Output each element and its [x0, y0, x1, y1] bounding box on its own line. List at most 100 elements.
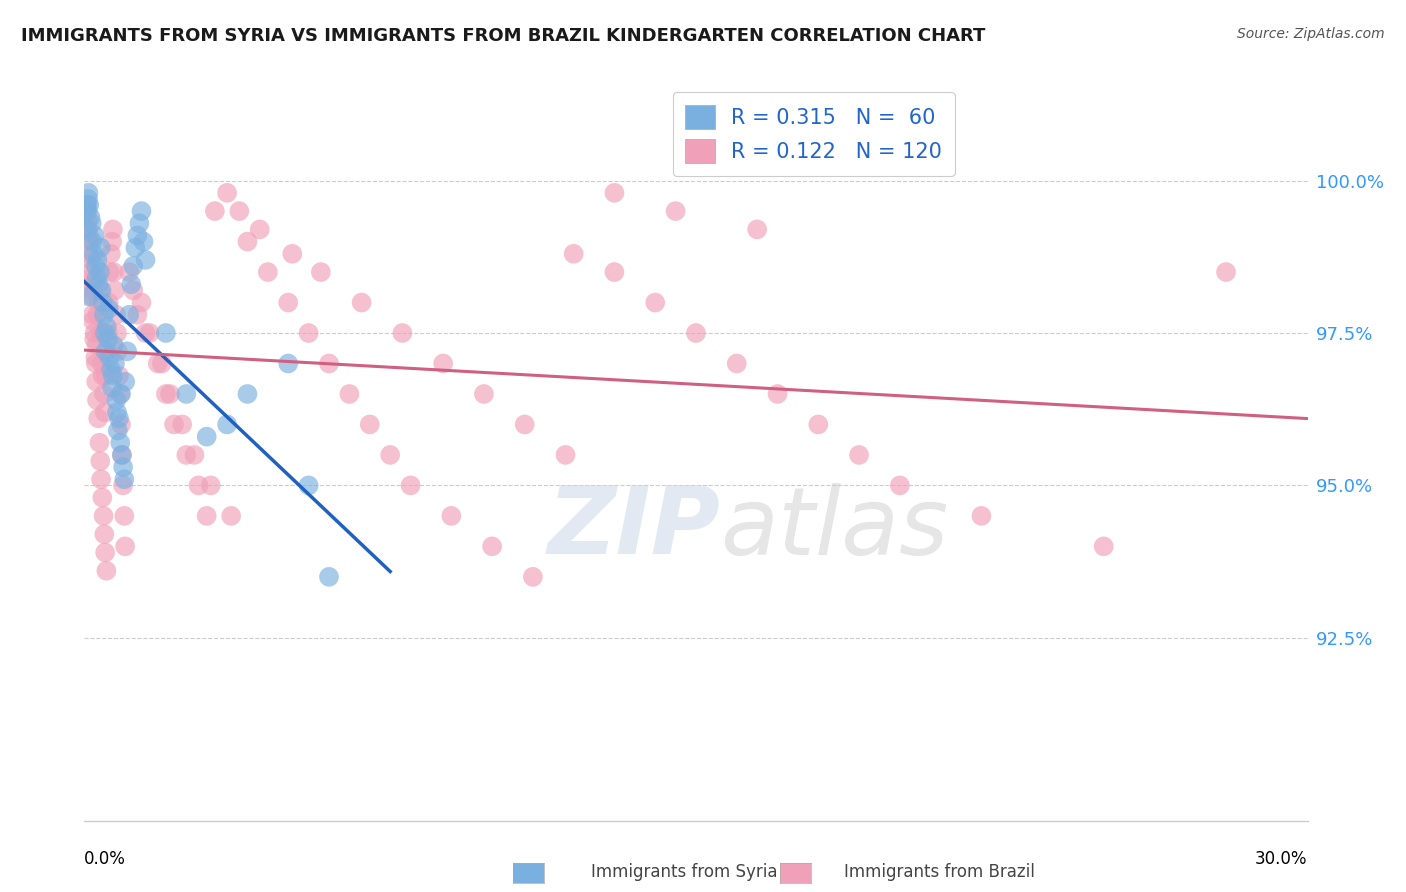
Point: [83, 228, 105, 243]
Point: [80, 271, 103, 285]
Point: [105, 405, 128, 419]
Point: [131, 295, 153, 310]
Point: [277, 357, 299, 371]
Point: [86, 271, 108, 285]
Point: [1092, 540, 1115, 554]
Point: [82, 314, 104, 328]
Text: atlas: atlas: [720, 483, 949, 574]
Point: [135, 252, 157, 267]
Point: [79, 252, 101, 267]
Point: [108, 368, 131, 383]
Point: [89, 284, 111, 298]
Point: [105, 326, 128, 340]
Point: [114, 540, 136, 554]
Point: [110, 435, 132, 450]
Point: [87, 277, 110, 292]
Point: [432, 357, 454, 371]
Point: [112, 508, 135, 523]
Point: [1215, 265, 1237, 279]
Point: [107, 424, 129, 438]
Text: ZIP: ZIP: [547, 482, 720, 574]
Point: [163, 417, 186, 432]
Point: [94, 545, 117, 559]
Point: [82, 247, 104, 261]
Point: [90, 241, 112, 255]
Point: [281, 247, 304, 261]
Point: [122, 284, 145, 298]
Point: [100, 247, 122, 261]
Point: [84, 375, 107, 389]
Point: [174, 448, 197, 462]
Point: [105, 393, 128, 408]
Point: [98, 265, 121, 279]
Point: [97, 301, 120, 316]
Point: [380, 448, 402, 462]
Point: [112, 460, 135, 475]
Point: [155, 326, 177, 340]
Point: [159, 387, 181, 401]
Point: [112, 472, 135, 486]
Point: [131, 204, 153, 219]
Point: [77, 216, 100, 230]
Point: [93, 508, 115, 523]
Point: [277, 295, 299, 310]
Point: [195, 430, 218, 444]
Point: [80, 216, 103, 230]
Point: [87, 295, 110, 310]
Point: [172, 417, 194, 432]
Point: [472, 387, 495, 401]
Point: [86, 252, 108, 267]
Point: [96, 344, 118, 359]
Point: [86, 393, 108, 408]
Text: 30.0%: 30.0%: [1256, 850, 1308, 868]
Point: [103, 338, 125, 352]
Point: [82, 277, 104, 292]
Point: [155, 387, 177, 401]
Point: [138, 326, 160, 340]
Point: [104, 284, 127, 298]
Point: [135, 326, 157, 340]
Point: [101, 381, 124, 395]
Point: [807, 417, 830, 432]
Point: [359, 417, 381, 432]
Text: IMMIGRANTS FROM SYRIA VS IMMIGRANTS FROM BRAZIL KINDERGARTEN CORRELATION CHART: IMMIGRANTS FROM SYRIA VS IMMIGRANTS FROM…: [21, 27, 986, 45]
Point: [83, 332, 105, 346]
Point: [889, 478, 911, 492]
Point: [91, 368, 114, 383]
Point: [93, 326, 115, 340]
Point: [101, 222, 124, 236]
Point: [318, 570, 340, 584]
Point: [101, 235, 124, 249]
Point: [90, 472, 112, 486]
Point: [339, 387, 361, 401]
Point: [90, 357, 112, 371]
Point: [86, 308, 108, 322]
Point: [77, 198, 100, 212]
Point: [75, 204, 97, 219]
Point: [970, 508, 993, 523]
Point: [77, 235, 100, 249]
Point: [79, 265, 101, 279]
Text: Source: ZipAtlas.com: Source: ZipAtlas.com: [1237, 27, 1385, 41]
Point: [112, 478, 135, 492]
Point: [77, 289, 100, 303]
Point: [195, 508, 218, 523]
Point: [96, 320, 118, 334]
Point: [97, 295, 120, 310]
Point: [120, 277, 142, 292]
Point: [236, 235, 259, 249]
Text: 0.0%: 0.0%: [84, 850, 127, 868]
Point: [747, 222, 769, 236]
Point: [83, 326, 105, 340]
Point: [93, 405, 115, 419]
Point: [183, 448, 205, 462]
Point: [86, 338, 108, 352]
Point: [146, 357, 169, 371]
Point: [98, 351, 121, 365]
Point: [84, 259, 107, 273]
Point: [75, 222, 97, 236]
Point: [77, 192, 100, 206]
Point: [110, 417, 132, 432]
Point: [101, 368, 124, 383]
Point: [94, 368, 117, 383]
